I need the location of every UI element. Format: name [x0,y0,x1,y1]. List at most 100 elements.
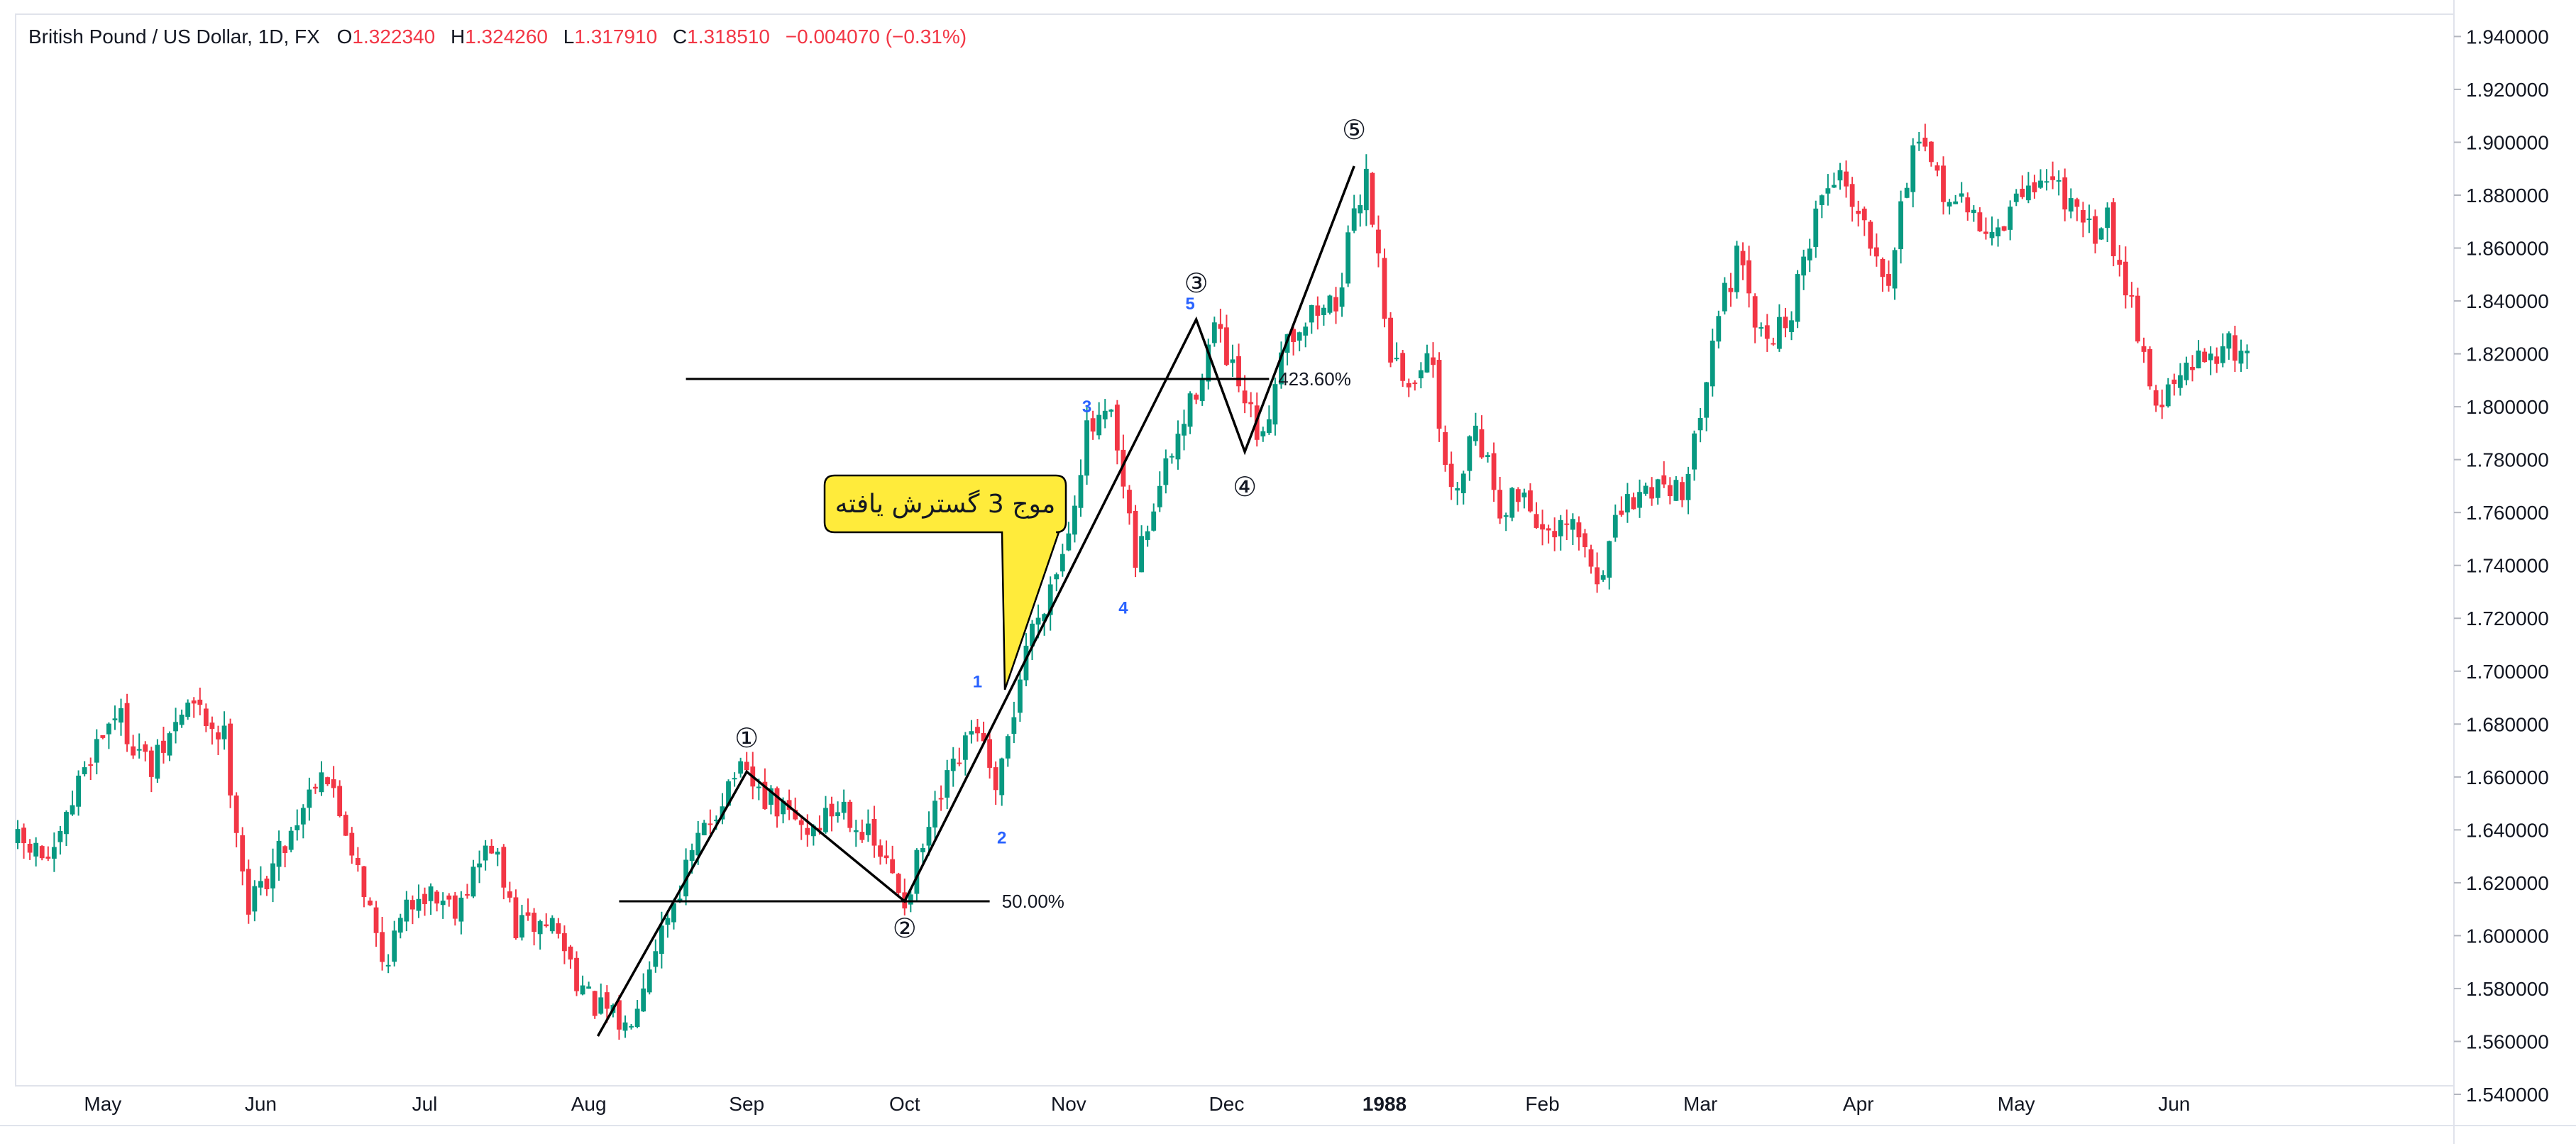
candle [981,721,986,742]
candle-body [343,815,348,836]
candle [404,891,409,932]
candle [124,693,130,752]
candle [1279,341,1284,389]
candle [2245,344,2250,370]
time-axis[interactable]: May Jun Jul Aug Sep Oct Nov Dec 1988 Feb Mar Apr May… [84,1093,2190,1115]
candle-body [1133,510,1138,568]
candle-body [1728,287,1734,292]
candle [1436,352,1442,442]
candle-body [532,913,536,933]
candle-body [2044,181,2049,183]
candle [307,777,312,821]
candle [2025,172,2031,204]
price-tick-label: 1.540000 [2466,1084,2549,1106]
candle [556,918,561,939]
candle [167,731,172,761]
wave-label: ② [893,913,917,944]
candle-body [507,891,512,898]
candle-body [1248,402,1254,405]
candle-body [823,808,828,832]
candle [1600,570,1606,582]
candle-body [1612,515,1618,538]
candle [1327,295,1333,315]
candle-body [932,801,937,828]
price-tick-label: 1.720000 [2466,607,2549,629]
candle [70,791,75,816]
candle-body [622,1022,628,1031]
candle-body [841,801,847,813]
candle [446,893,452,907]
candle-body [39,846,45,859]
candle-body [1947,202,1952,207]
candle [762,768,768,810]
candle [1108,409,1114,417]
time-tick-label: Aug [571,1093,607,1115]
candle [1795,270,1800,329]
candle-body [1467,436,1473,471]
candle-body [233,795,239,833]
candle-body [422,893,427,904]
candle [191,697,197,718]
candle [884,840,889,864]
candle [774,786,780,828]
candle [173,708,178,744]
candle [1655,478,1661,505]
price-tick-label: 1.640000 [2466,819,2549,841]
candle-body [1570,519,1575,530]
candle [1394,342,1399,362]
candle-body [124,703,130,744]
candle-body [100,735,106,738]
candle [1752,293,1758,343]
candle-body [1789,320,1794,332]
price-tick-label: 1.560000 [2466,1030,2549,1052]
candle-body [15,829,21,843]
price-tick-label: 1.920000 [2466,79,2549,101]
candle [410,895,415,925]
candle [185,699,191,720]
candle [1011,701,1017,744]
plot-border [15,13,2455,1087]
candle-body [629,1025,634,1028]
candle [532,908,536,946]
candle-body [544,924,549,927]
time-tick-label: 1988 [1363,1093,1407,1115]
candle [1509,487,1515,522]
candle [155,739,160,783]
candle-body [1473,425,1478,441]
candle [1740,242,1746,280]
candle-body [1260,431,1266,436]
candle-body [701,823,707,835]
candle [1844,160,1849,198]
candle [586,981,592,989]
candle-body [1436,360,1442,429]
candle-body [495,852,500,855]
candle [962,732,968,776]
candle [1182,409,1187,451]
candle [397,913,403,939]
candle-body [805,827,810,835]
candle-body [1588,549,1594,567]
candle [1503,512,1509,532]
candle-body [191,700,197,704]
candle-body [288,830,294,850]
candle [1297,331,1302,352]
wave-label: ④ [1233,471,1257,502]
candle [33,837,39,867]
candle-body [957,762,962,764]
price-axis[interactable]: 1.540000 1.560000 1.580000 1.600000 1.620000… [2454,26,2549,1106]
candle [507,881,512,903]
candle-body [221,725,227,739]
candle-body [1631,497,1636,510]
candle [975,718,980,742]
time-tick-label: Dec [1209,1093,1245,1115]
candle [1479,415,1485,459]
candle-body [2081,210,2086,223]
candle-body [1327,295,1333,313]
price-tick-label: 1.580000 [2466,978,2549,1000]
candle-body [380,932,385,962]
open-label: O [336,26,353,48]
candle [1868,220,1873,256]
candle-body [1576,522,1582,538]
